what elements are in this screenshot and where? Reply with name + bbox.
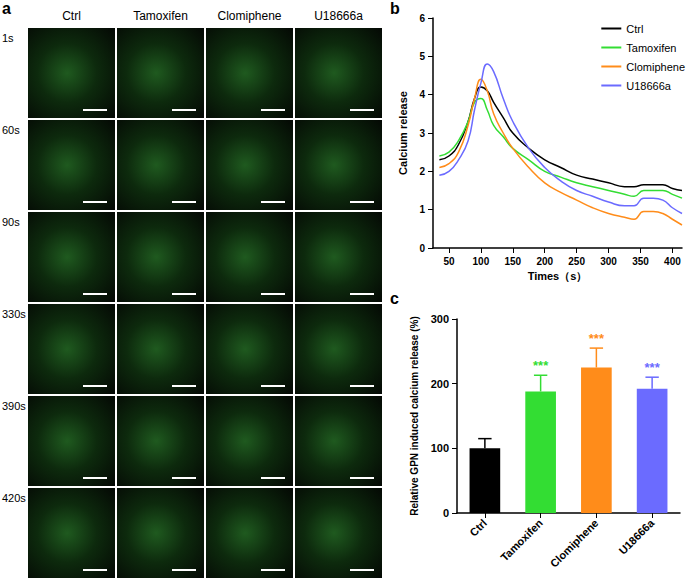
svg-text:0: 0 [419,243,425,254]
svg-text:300: 300 [431,313,449,325]
svg-text:100: 100 [431,442,449,454]
svg-text:150: 150 [504,256,521,267]
svg-text:0: 0 [443,507,449,519]
svg-text:200: 200 [536,256,553,267]
svg-text:***: *** [533,358,549,373]
svg-text:2: 2 [419,166,425,177]
svg-text:200: 200 [431,378,449,390]
svg-text:***: *** [589,331,605,346]
html-text:330s: 330s [2,308,26,320]
html-text:1s: 1s [2,32,14,44]
svg-text:3: 3 [419,128,425,139]
html-text:90s: 90s [2,216,20,228]
svg-text:4: 4 [419,89,425,100]
html-text:Clomiphene: Clomiphene [217,9,282,23]
html-text:Tamoxifen: Tamoxifen [133,9,188,23]
html-text:Ctrl: Ctrl [62,9,81,23]
svg-text:Relative GPN induced calcium r: Relative GPN induced calcium release (%) [409,316,420,516]
svg-text:400: 400 [664,256,681,267]
svg-text:Tamoxifen: Tamoxifen [626,42,676,54]
svg-text:U18666a: U18666a [626,80,672,92]
html-text:c: c [390,290,399,307]
html-text:a: a [2,0,11,17]
svg-text:1: 1 [419,204,425,215]
svg-text:Clomiphene: Clomiphene [626,61,685,73]
svg-text:6: 6 [419,13,425,24]
svg-text:U18666a: U18666a [616,516,657,557]
svg-text:350: 350 [632,256,649,267]
svg-text:5: 5 [419,51,425,62]
svg-text:50: 50 [443,256,455,267]
svg-text:100: 100 [473,256,490,267]
svg-text:300: 300 [600,256,617,267]
html-text:420s: 420s [2,492,26,504]
html-text:60s: 60s [2,124,20,136]
svg-text:Ctrl: Ctrl [626,23,643,35]
svg-text:Tamoxifen: Tamoxifen [498,517,545,564]
html-text:390s: 390s [2,400,26,412]
svg-text:250: 250 [568,256,585,267]
svg-text:Calcium release: Calcium release [397,91,409,175]
svg-text:Ctrl: Ctrl [467,517,489,539]
html-text:U18666a: U18666a [314,9,363,23]
svg-text:Times（s）: Times（s） [528,270,588,283]
html-text:b: b [390,0,400,17]
svg-text:***: *** [645,360,661,375]
svg-text:Clomiphene: Clomiphene [548,517,601,570]
